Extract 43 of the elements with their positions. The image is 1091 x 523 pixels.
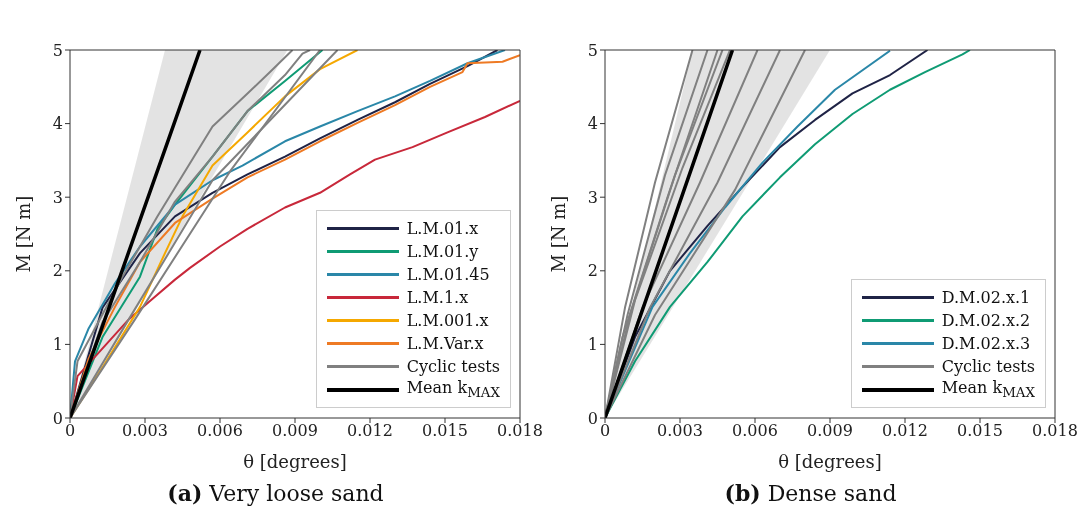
y-axis-title: M [N m] (548, 195, 570, 273)
x-tick-label: 0.006 (732, 421, 778, 441)
x-tick-label: 0.003 (122, 421, 168, 441)
x-axis-title: θ [degrees] (243, 451, 347, 472)
y-tick-label: 0 (587, 408, 598, 428)
legend-label: L.M.01.45 (406, 265, 490, 284)
x-tick-label: 0.015 (957, 421, 1003, 441)
legend-label: Cyclic tests (941, 357, 1035, 376)
y-tick-label: 2 (587, 261, 598, 281)
y-tick-label: 3 (587, 187, 598, 207)
x-tick-label: 0.009 (807, 421, 853, 441)
text: (a) Very loose sand (166, 480, 385, 506)
legend-label: Cyclic tests (406, 357, 500, 376)
x-tick-label: 0.018 (497, 421, 543, 441)
y-tick-label: 2 (52, 261, 63, 281)
y-tick-label: 1 (587, 335, 598, 355)
legend-label: D.M.02.x.1 (941, 288, 1031, 307)
x-tick-label: 0.012 (882, 421, 928, 441)
x-tick-label: 0.009 (272, 421, 318, 441)
x-tick-label: 0.015 (422, 421, 468, 441)
legend-label: L.M.01.x (406, 219, 479, 238)
x-tick-label: 0.003 (657, 421, 703, 441)
x-tick-label: 0.006 (197, 421, 243, 441)
y-tick-label: 4 (587, 114, 598, 134)
legend-label: L.M.001.x (406, 311, 489, 330)
y-tick-label: 0 (52, 408, 63, 428)
legend-label: L.M.1.x (406, 288, 469, 307)
x-tick-label: 0.018 (1032, 421, 1078, 441)
y-tick-label: 5 (52, 40, 63, 60)
y-tick-label: 4 (52, 114, 63, 134)
legend-label: D.M.02.x.3 (941, 334, 1031, 353)
y-tick-label: 3 (52, 187, 63, 207)
legend-label: D.M.02.x.2 (941, 311, 1031, 330)
y-tick-label: 5 (587, 40, 598, 60)
x-axis-title: θ [degrees] (778, 451, 882, 472)
x-tick-label: 0.012 (347, 421, 393, 441)
legend-label: L.M.Var.x (406, 334, 484, 353)
y-tick-label: 1 (52, 335, 63, 355)
legend-label: Mean k$_{MAX}$ (941, 378, 1035, 401)
legend-label: L.M.01.y (406, 242, 479, 261)
legend-label: Mean k$_{MAX}$ (406, 378, 500, 401)
y-axis-title: M [N m] (13, 195, 35, 273)
text: (b) Dense sand (723, 480, 898, 506)
